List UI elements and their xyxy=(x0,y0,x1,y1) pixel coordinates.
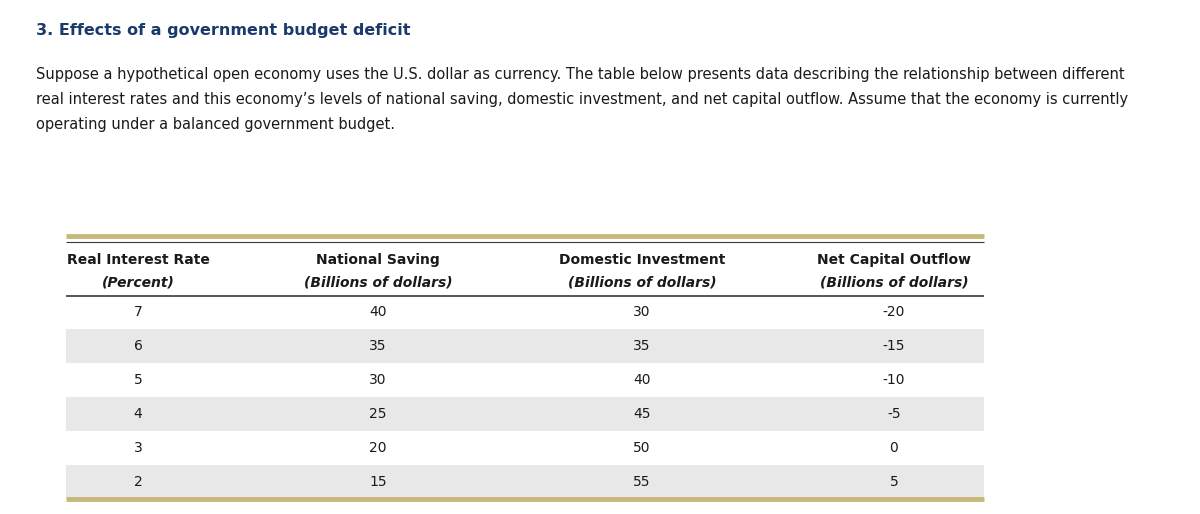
Text: (Billions of dollars): (Billions of dollars) xyxy=(568,276,716,290)
Text: National Saving: National Saving xyxy=(316,252,440,267)
Text: -20: -20 xyxy=(883,305,905,320)
Text: Suppose a hypothetical open economy uses the U.S. dollar as currency. The table : Suppose a hypothetical open economy uses… xyxy=(36,67,1128,132)
Text: (Billions of dollars): (Billions of dollars) xyxy=(820,276,968,290)
Text: Real Interest Rate: Real Interest Rate xyxy=(66,252,210,267)
Text: 3: 3 xyxy=(133,441,143,455)
Text: (Percent): (Percent) xyxy=(102,276,174,290)
Text: 30: 30 xyxy=(634,305,650,320)
Text: 7: 7 xyxy=(133,305,143,320)
Text: 5: 5 xyxy=(133,373,143,387)
Text: 4: 4 xyxy=(133,407,143,421)
Text: (Billions of dollars): (Billions of dollars) xyxy=(304,276,452,290)
Text: 40: 40 xyxy=(634,373,650,387)
Text: 0: 0 xyxy=(889,441,899,455)
Text: 25: 25 xyxy=(370,407,386,421)
Text: -15: -15 xyxy=(883,339,905,353)
Text: 35: 35 xyxy=(634,339,650,353)
Text: 30: 30 xyxy=(370,373,386,387)
Bar xyxy=(66,329,984,363)
Text: 50: 50 xyxy=(634,441,650,455)
Text: 35: 35 xyxy=(370,339,386,353)
Bar xyxy=(66,465,984,499)
Text: 2: 2 xyxy=(133,474,143,489)
Text: 55: 55 xyxy=(634,474,650,489)
Text: -5: -5 xyxy=(887,407,901,421)
Text: 6: 6 xyxy=(133,339,143,353)
Text: Net Capital Outflow: Net Capital Outflow xyxy=(817,252,971,267)
Text: -10: -10 xyxy=(883,373,905,387)
Text: 20: 20 xyxy=(370,441,386,455)
Text: 5: 5 xyxy=(889,474,899,489)
Text: 3. Effects of a government budget deficit: 3. Effects of a government budget defici… xyxy=(36,23,410,38)
Bar xyxy=(66,397,984,431)
Text: 15: 15 xyxy=(370,474,386,489)
Text: Domestic Investment: Domestic Investment xyxy=(559,252,725,267)
Text: 45: 45 xyxy=(634,407,650,421)
Text: 40: 40 xyxy=(370,305,386,320)
